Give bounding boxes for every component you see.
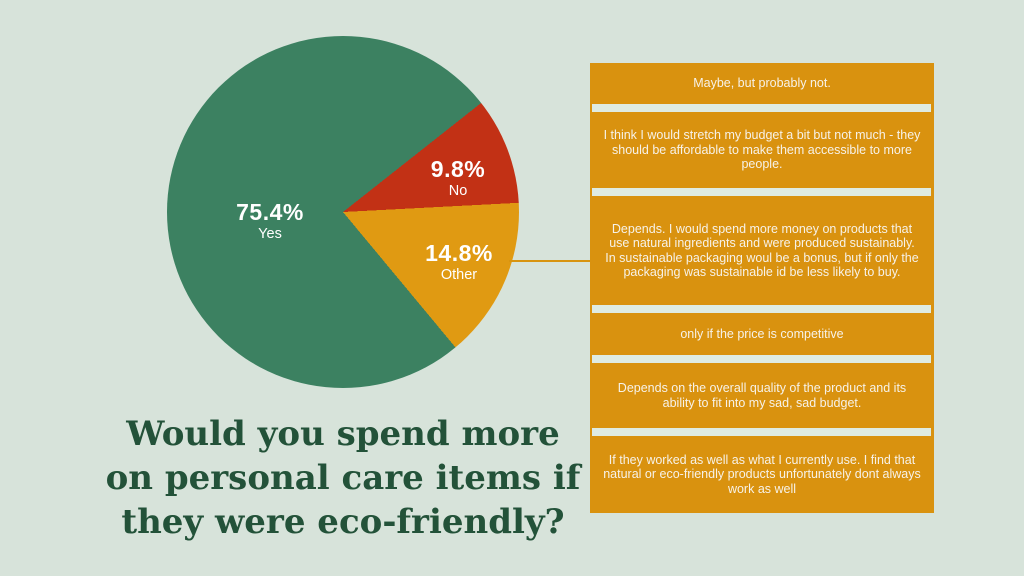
response-quote: Depends. I would spend more money on pro… (590, 196, 934, 305)
chart-title-line-1: Would you spend more (126, 414, 560, 454)
pie-slice-percent-no: 9.8% (430, 155, 486, 182)
pie-slice-category-yes: Yes (258, 225, 282, 242)
response-quote: Depends on the overall quality of the pr… (590, 363, 934, 428)
response-quote: If they worked as well as what I current… (590, 436, 934, 513)
response-quote: only if the price is competitive (590, 313, 934, 355)
pie-slice-label-no: 9.8% No (431, 157, 485, 199)
other-slice-callout-line (509, 260, 590, 262)
response-separator (592, 188, 931, 196)
pie-slice-label-other: 14.8% Other (425, 241, 493, 283)
pie-chart: 75.4% Yes 9.8% No 14.8% Other (167, 36, 519, 388)
chart-title-line-2: on personal care items if (105, 458, 581, 498)
response-separator (592, 428, 931, 436)
response-separator (592, 104, 931, 112)
pie-slice-percent-yes: 75.4% (236, 198, 304, 225)
response-quote: I think I would stretch my budget a bit … (590, 112, 934, 188)
pie-slice-category-other: Other (440, 266, 478, 283)
response-quote: Maybe, but probably not. (590, 63, 934, 104)
responses-column: Maybe, but probably not. I think I would… (590, 63, 934, 513)
response-separator (592, 355, 931, 363)
response-separator (592, 305, 931, 313)
chart-title: Would you spend more on personal care it… (103, 412, 583, 544)
pie-slice-percent-other: 14.8% (425, 239, 493, 266)
chart-title-line-3: they were eco-friendly? (121, 502, 565, 542)
pie-slice-label-yes: 75.4% Yes (236, 200, 304, 242)
pie-slice-category-no: No (448, 182, 468, 199)
